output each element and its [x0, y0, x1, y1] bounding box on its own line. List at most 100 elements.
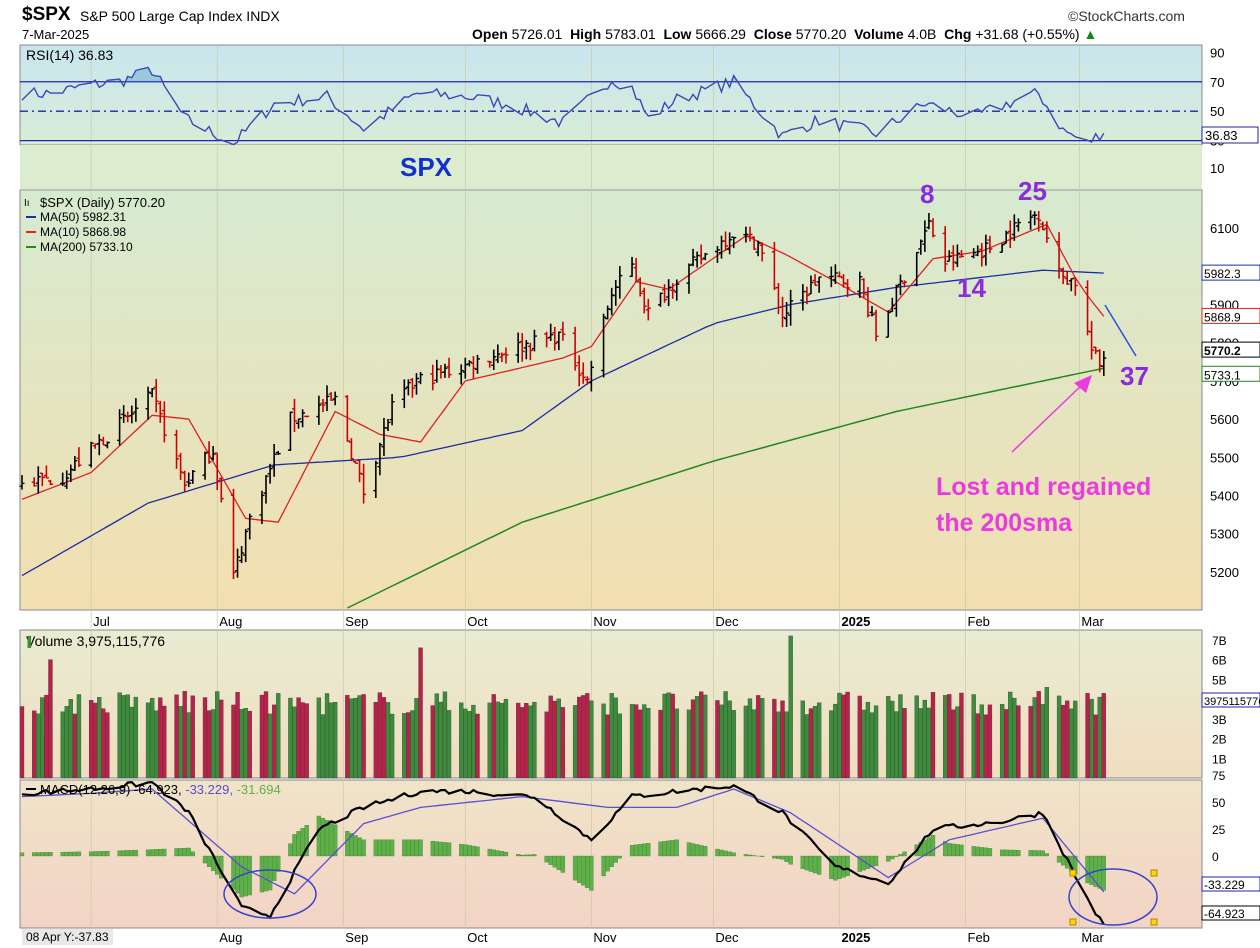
volume-bar — [532, 701, 537, 779]
histogram-bar — [666, 840, 671, 857]
histogram-bar — [1056, 855, 1062, 863]
histogram-bar — [723, 850, 728, 857]
volume-bar — [544, 711, 549, 779]
histogram-bar — [377, 839, 383, 857]
volume-bar — [487, 702, 492, 779]
volume-current-tag — [1201, 692, 1260, 708]
histogram-bar — [206, 855, 212, 867]
ohlc-bars — [19, 210, 1107, 580]
histogram-bar — [19, 852, 25, 857]
histogram-bar — [556, 855, 561, 871]
volume-bar — [373, 701, 378, 779]
volume-bar — [296, 697, 301, 779]
volume-bar — [694, 696, 700, 779]
volume-bar — [1073, 700, 1078, 779]
volume-bar — [589, 700, 594, 779]
volume-bar — [674, 708, 679, 779]
histogram-bar — [951, 843, 956, 857]
price-y-tick: 5300 — [1210, 527, 1239, 542]
price-tag-label: 5868.9 — [1204, 310, 1241, 324]
volume-bar — [467, 711, 472, 779]
histogram-bar — [414, 839, 419, 857]
histogram-bar — [1036, 850, 1041, 857]
brand[interactable]: ©StockCharts.com — [1068, 8, 1185, 24]
histogram-bar — [845, 855, 850, 877]
volume-bar — [97, 697, 102, 779]
histogram-bar — [670, 840, 675, 857]
volume-bar — [64, 706, 69, 779]
volume-bar — [1040, 704, 1045, 779]
signal-current-tag — [1201, 876, 1260, 892]
histogram-bar — [947, 843, 952, 857]
chg-arrow-icon: ▲ — [1083, 26, 1098, 42]
volume-bar — [377, 692, 383, 779]
volume-bar — [703, 694, 708, 779]
volume-bar — [609, 693, 614, 779]
histogram-bar — [812, 855, 818, 874]
volume-bar — [414, 698, 419, 779]
histogram-bar — [133, 849, 139, 857]
rsi-line — [21, 66, 1105, 146]
volume-bar — [1097, 696, 1102, 779]
histogram-bar — [833, 855, 838, 881]
macd-legend: MACD(12,26,9) -64.923, -33.229, -31.694 — [40, 782, 281, 797]
volume-y-tick: 3B — [1212, 713, 1227, 727]
volume-bar — [776, 711, 781, 779]
volume-bar — [638, 709, 643, 779]
histogram-bar — [410, 839, 415, 857]
histogram-bar — [894, 855, 899, 857]
date: 7-Mar-2025 — [22, 27, 90, 42]
price-x-tick: Sep — [345, 614, 368, 629]
histogram-bar — [93, 851, 98, 857]
histogram-bar — [532, 854, 537, 857]
histogram-bar — [1085, 855, 1090, 884]
volume-bar — [999, 704, 1005, 779]
volume-bar — [475, 713, 480, 779]
volume-bar — [808, 708, 814, 779]
volume-bar — [292, 706, 297, 779]
histogram-bar — [48, 852, 53, 857]
volume-bar — [324, 693, 330, 779]
volume-bar — [174, 694, 179, 779]
volume-bar — [869, 712, 875, 779]
count-label-25: 25 — [1018, 176, 1047, 206]
volume-bar — [1056, 695, 1062, 779]
rsi-current-tag — [1201, 126, 1259, 144]
volume-bar — [772, 698, 777, 779]
histogram-bar — [886, 855, 891, 862]
histogram-bar — [105, 850, 110, 857]
volume-bar — [121, 695, 126, 779]
volume-bar — [243, 708, 248, 779]
volume-bar — [1016, 705, 1021, 779]
histogram-bar — [97, 851, 102, 857]
histogram-bar — [898, 854, 903, 857]
volume-bar — [699, 691, 704, 779]
volume-bar — [629, 704, 635, 779]
histogram-bar — [560, 855, 566, 873]
volume-bar — [780, 700, 785, 779]
annotation-line-2: the 200sma — [936, 509, 1073, 537]
volume-bar — [898, 694, 903, 779]
volume-bar — [1004, 709, 1009, 779]
volume-bar — [320, 714, 326, 779]
histogram-bar — [357, 837, 362, 857]
volume-bar — [947, 694, 952, 779]
volume-bar — [556, 698, 561, 779]
volume-bar — [93, 702, 98, 779]
rsi-y-tick: 50 — [1210, 104, 1224, 119]
histogram-bar — [633, 844, 639, 857]
volume-bar — [816, 702, 822, 779]
volume-bar — [516, 702, 521, 779]
histogram-bar — [345, 830, 350, 857]
histogram-bar — [719, 849, 724, 857]
volume-bar — [316, 697, 322, 779]
volume-bar — [845, 691, 850, 779]
volume-bar — [1032, 697, 1037, 779]
volume-bar — [438, 701, 444, 779]
volume-bar — [955, 706, 960, 779]
histogram-bar — [979, 847, 984, 857]
volume-legend: Volume 3,975,115,776 — [26, 633, 165, 649]
histogram-bar — [1008, 849, 1013, 857]
price-x-tick: 2025 — [841, 614, 870, 629]
histogram-bar — [316, 815, 322, 857]
